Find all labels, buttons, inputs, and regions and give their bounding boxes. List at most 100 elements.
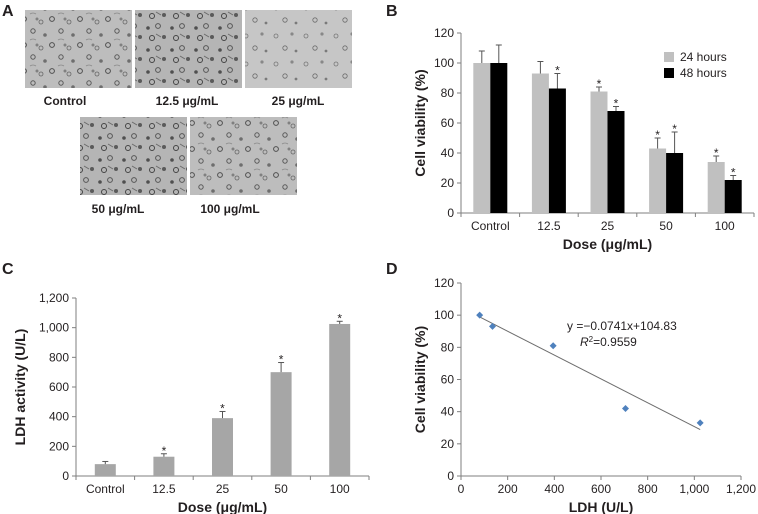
bar [649, 148, 667, 213]
y-axis-title: LDH activity (U/L) [12, 329, 28, 446]
x-tick-label: 600 [591, 482, 611, 496]
y-tick-label: 120 [434, 26, 454, 40]
r-squared-label: R2=0.9559 [580, 335, 637, 349]
x-tick-label: Control [86, 482, 125, 496]
micrograph-50 [80, 117, 187, 195]
y-tick-label: 600 [49, 380, 69, 394]
y-tick-label: 80 [441, 86, 455, 100]
y-tick-label: 100 [434, 308, 454, 322]
y-tick-label: 120 [434, 276, 454, 290]
x-tick-label: 50 [659, 219, 673, 233]
y-axis-title: Cell viability (%) [412, 326, 428, 433]
data-point [476, 311, 484, 319]
legend-swatch [664, 52, 674, 62]
x-axis-title: Dose (μg/mL) [563, 236, 652, 252]
micrograph-100 [190, 117, 297, 195]
micrograph-12-5 [135, 10, 242, 88]
significance-star: * [614, 97, 619, 111]
x-axis-title: Dose (μg/mL) [178, 499, 267, 514]
x-tick-label: Control [471, 219, 510, 233]
y-tick-label: 200 [49, 439, 69, 453]
x-tick-label: 50 [274, 482, 288, 496]
significance-star: * [731, 166, 736, 180]
micrograph-control [25, 10, 132, 88]
y-tick-label: 60 [441, 373, 455, 387]
y-axis-title: Cell viability (%) [412, 69, 428, 176]
x-tick-label: 25 [216, 482, 230, 496]
data-point [696, 419, 704, 427]
panel-d-letter: D [386, 261, 398, 278]
x-tick-label: 1,000 [679, 482, 709, 496]
bar [329, 323, 351, 476]
y-tick-label: 0 [62, 469, 69, 483]
y-tick-label: 0 [447, 206, 454, 220]
y-tick-label: 800 [49, 350, 69, 364]
bar [607, 111, 625, 213]
bar [490, 63, 508, 213]
caption-12-5: 12.5 μg/mL [156, 94, 219, 108]
significance-star: * [714, 146, 719, 160]
significance-star: * [597, 77, 602, 91]
cell-viability-bar-chart: 0 20 40 60 80 100 120 Control 12.5 25 50 100 * * * * * * *… [412, 26, 755, 252]
x-tick-label: 100 [330, 482, 350, 496]
y-tick-label: 40 [441, 146, 455, 160]
bar [590, 91, 608, 213]
data-point [549, 342, 557, 350]
y-tick-label: 20 [441, 176, 455, 190]
panel-a-letter: A [2, 3, 14, 20]
y-tick-label: 0 [447, 469, 454, 483]
y-tick-label: 1,200 [39, 291, 69, 305]
bar [707, 162, 725, 213]
caption-25: 25 μg/mL [272, 94, 325, 108]
significance-star: * [337, 311, 342, 325]
caption-100: 100 μg/mL [200, 202, 259, 216]
caption-50: 50 μg/mL [92, 202, 145, 216]
bar [548, 88, 566, 213]
x-tick-label: 200 [498, 482, 518, 496]
x-tick-label: 12.5 [152, 482, 176, 496]
y-tick-label: 400 [49, 410, 69, 424]
x-tick-label: 0 [458, 482, 465, 496]
y-tick-label: 60 [441, 116, 455, 130]
panel-b-letter: B [386, 3, 398, 20]
significance-star: * [162, 444, 167, 458]
bar [666, 153, 684, 213]
x-tick-label: 25 [601, 219, 615, 233]
x-tick-label: 1,200 [726, 482, 756, 496]
y-tick-label: 100 [434, 56, 454, 70]
significance-star: * [672, 122, 677, 136]
significance-star: * [655, 128, 660, 142]
significance-star: * [220, 401, 225, 415]
ldh-vs-viability-scatter: 0 20 40 60 80 100 120 0 200 400 600 800 1,000 1,200 y … [412, 276, 756, 514]
data-point [622, 404, 629, 412]
trend-line [479, 316, 701, 431]
y-tick-label: 40 [441, 405, 455, 419]
ldh-activity-bar-chart: 0 200 400 600 800 1,000 1,200 Control 12.5 25 50 10… [12, 291, 370, 514]
x-tick-label: 400 [544, 482, 564, 496]
y-tick-label: 80 [441, 340, 455, 354]
bar [212, 418, 233, 476]
caption-control: Control [44, 94, 87, 108]
x-axis-title: LDH (U/L) [569, 499, 634, 514]
micrograph-25 [245, 10, 352, 88]
bar [724, 180, 742, 213]
x-tick-label: 100 [715, 219, 735, 233]
legend-label: 48 hours [680, 66, 727, 80]
x-tick-label: 12.5 [537, 219, 561, 233]
x-tick-label: 800 [638, 482, 658, 496]
regression-equation: y =−0.0741x+104.83 [567, 319, 677, 333]
legend-label: 24 hours [680, 50, 727, 64]
panel-c-letter: C [2, 261, 14, 278]
bar [153, 456, 175, 476]
bar [94, 464, 116, 476]
bar [531, 73, 549, 213]
significance-star: * [279, 353, 284, 367]
bar [473, 63, 491, 213]
significance-star: * [555, 64, 560, 78]
y-tick-label: 1,000 [39, 321, 69, 335]
legend-swatch [664, 68, 674, 78]
data-point [489, 322, 496, 330]
bar [270, 372, 292, 476]
y-tick-label: 20 [441, 437, 455, 451]
